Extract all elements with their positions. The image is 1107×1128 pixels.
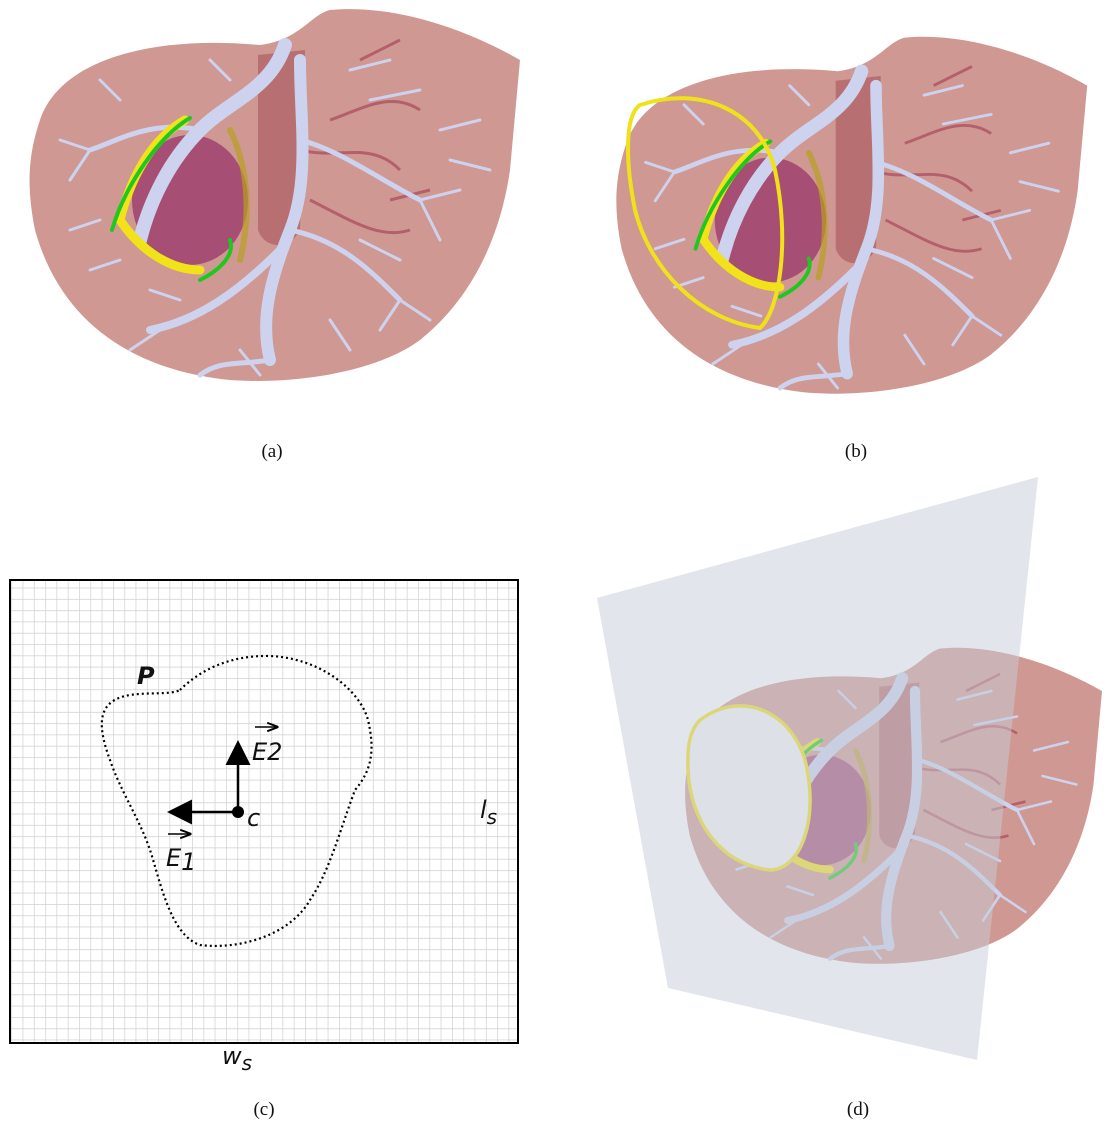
panel-d: (d) [597, 477, 1102, 1120]
axis-label: E2 [252, 738, 282, 766]
resection-plane [597, 477, 1038, 1060]
label-subscript: s [242, 1051, 252, 1075]
panel-a: (a) [30, 9, 520, 462]
caption: (b) [845, 441, 867, 462]
figure: (a) (b) P E2 c E1 ls ws (c) (d) [0, 0, 1107, 1128]
axis-label-subscript: 2 [267, 738, 282, 766]
grid-surface [10, 580, 518, 1043]
center-label: c [247, 804, 260, 832]
width-label: ws [222, 1042, 252, 1075]
liver-render [30, 9, 520, 381]
axis-label: E1 [166, 844, 196, 876]
panel-b: (b) [616, 37, 1087, 462]
axis-label-base: E [252, 738, 268, 766]
label-base: w [222, 1042, 242, 1070]
liver-render [616, 37, 1087, 394]
polygon-label: P [137, 662, 155, 690]
axis-label-subscript: 1 [181, 848, 196, 876]
panel-c: P E2 c E1 ls ws (c) [10, 580, 518, 1120]
caption: (d) [847, 1099, 869, 1120]
page: (a) (b) P E2 c E1 ls ws (c) (d) (() => {… [0, 0, 1107, 1128]
axis-label-base: E [166, 844, 182, 872]
center-point [232, 806, 244, 818]
caption: (a) [261, 441, 282, 462]
caption: (c) [253, 1099, 274, 1120]
label-subscript: s [487, 805, 497, 829]
